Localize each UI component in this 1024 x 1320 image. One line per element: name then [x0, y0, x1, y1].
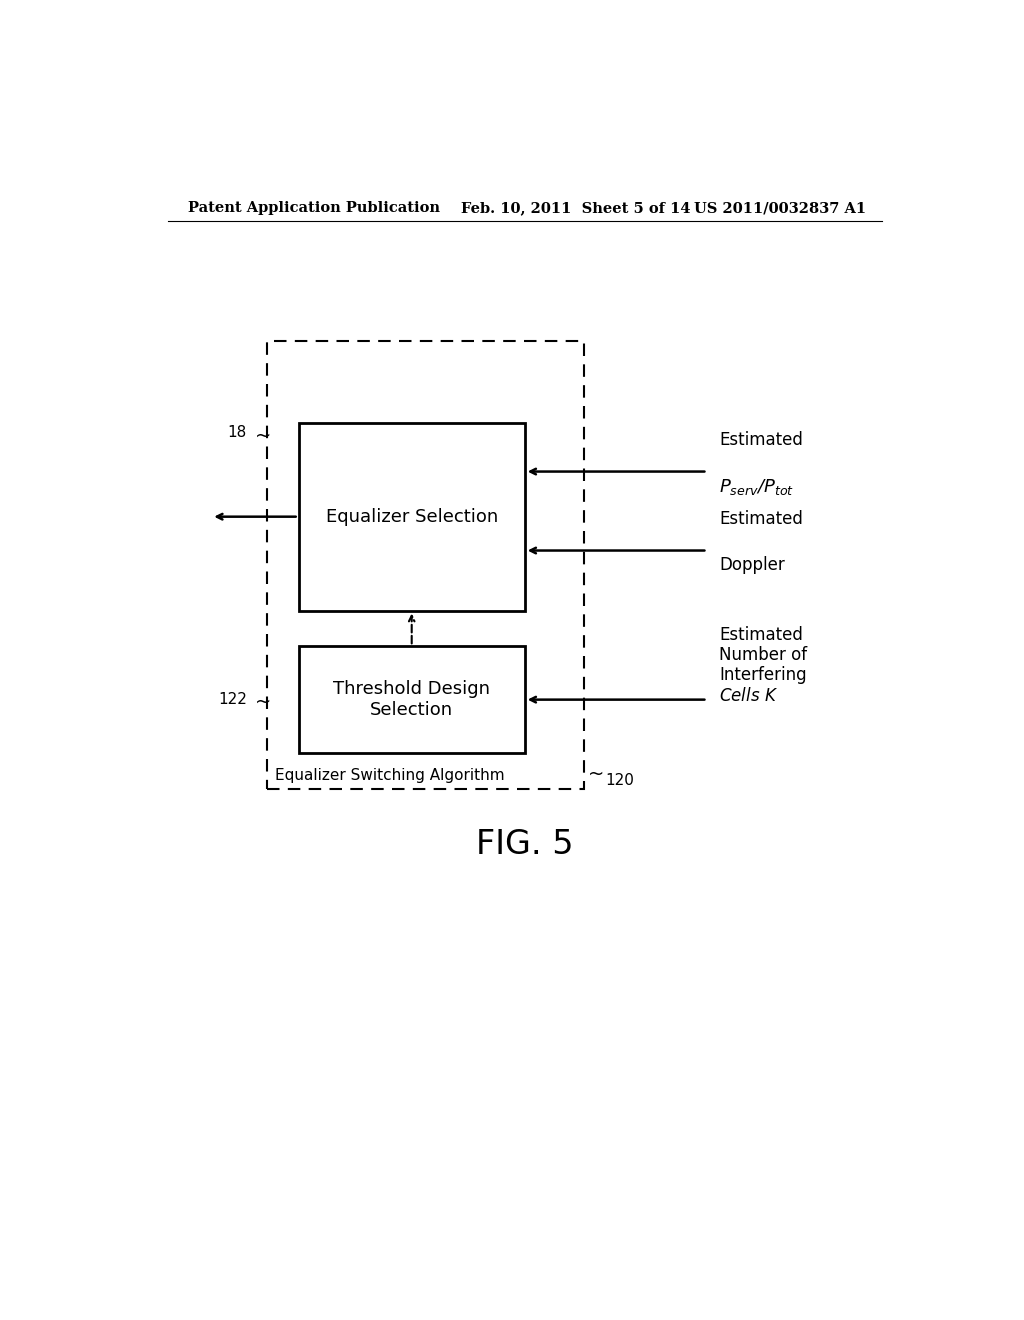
Text: Feb. 10, 2011  Sheet 5 of 14: Feb. 10, 2011 Sheet 5 of 14 — [461, 201, 691, 215]
Text: Number of: Number of — [719, 645, 807, 664]
Text: Doppler: Doppler — [719, 556, 785, 574]
Text: US 2011/0032837 A1: US 2011/0032837 A1 — [694, 201, 866, 215]
Text: ~: ~ — [588, 764, 604, 784]
Text: 120: 120 — [606, 772, 635, 788]
Text: ~: ~ — [255, 693, 271, 713]
Text: Patent Application Publication: Patent Application Publication — [187, 201, 439, 215]
Text: ~: ~ — [255, 426, 271, 445]
Bar — [267, 342, 585, 788]
Text: $P_{serv}$/$P_{tot}$: $P_{serv}$/$P_{tot}$ — [719, 477, 795, 496]
Text: 18: 18 — [227, 425, 247, 441]
Text: Cells $K$: Cells $K$ — [719, 686, 778, 705]
Text: Interfering: Interfering — [719, 667, 807, 684]
Text: Estimated: Estimated — [719, 510, 803, 528]
Bar — [299, 647, 525, 752]
Bar — [299, 422, 525, 611]
Text: 122: 122 — [218, 692, 247, 708]
Text: Estimated: Estimated — [719, 432, 803, 449]
Text: FIG. 5: FIG. 5 — [476, 828, 573, 861]
Text: Equalizer Selection: Equalizer Selection — [326, 508, 498, 525]
Text: Equalizer Switching Algorithm: Equalizer Switching Algorithm — [274, 768, 505, 784]
Text: Estimated: Estimated — [719, 626, 803, 644]
Text: Threshold Design
Selection: Threshold Design Selection — [333, 680, 490, 719]
